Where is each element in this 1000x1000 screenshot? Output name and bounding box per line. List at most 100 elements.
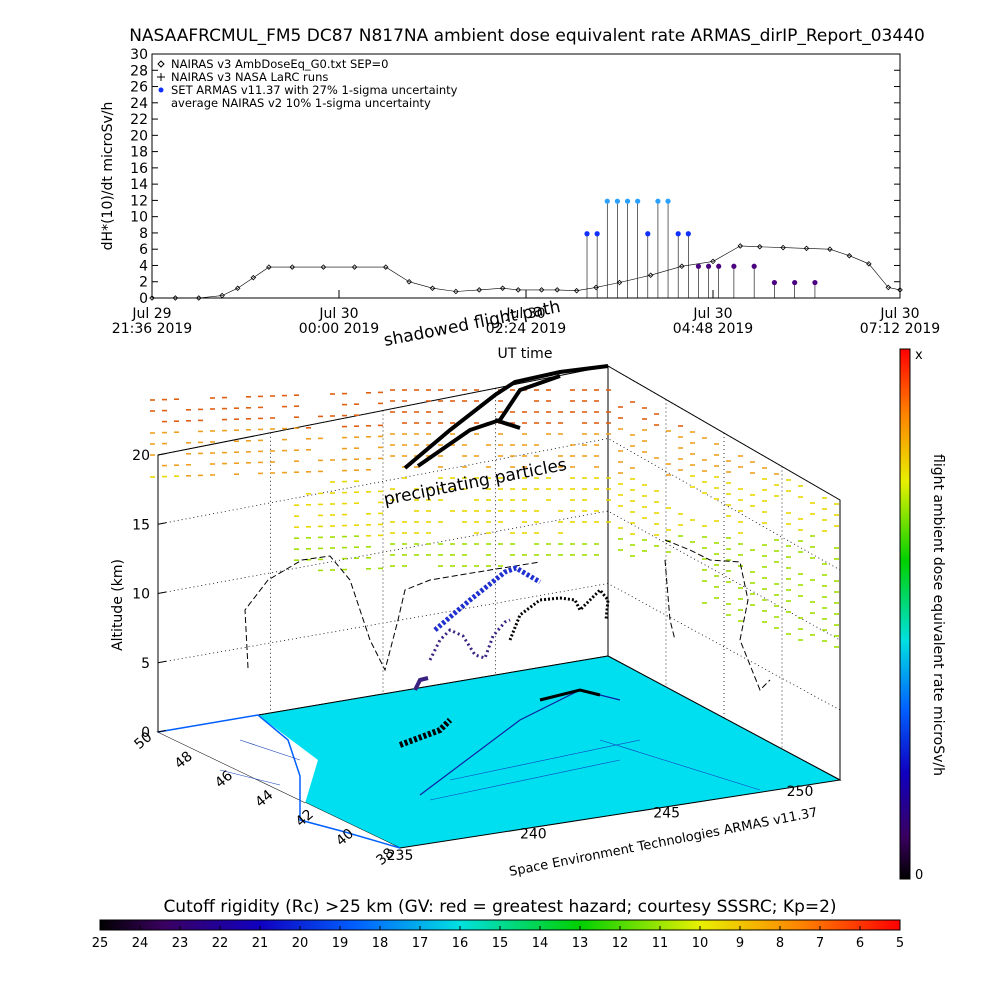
lon-tick-label: 240	[520, 827, 547, 843]
cutoff-tick-label: 9	[736, 936, 744, 951]
floor-map	[156, 655, 842, 849]
cutoff-tick-label: 24	[132, 936, 149, 951]
nairas-point	[453, 288, 459, 295]
z-gridline	[157, 510, 841, 641]
ts-y-tick-label: 30	[130, 47, 148, 63]
cutoff-tick-label: 18	[372, 936, 389, 951]
nairas-point	[406, 278, 412, 285]
legend-diamond-icon	[157, 60, 165, 68]
ts-y-tick-label: 12	[130, 193, 148, 209]
armas-point	[665, 198, 671, 204]
nairas-point	[320, 264, 327, 270]
armas-point	[604, 198, 610, 204]
legend-entry-2: NAIRAS v3 NASA LaRC runs	[171, 70, 328, 84]
ts-x-tick-line2: 07:12 2019	[860, 321, 940, 337]
ts-x-tick-line2: 02:24 2019	[486, 321, 566, 337]
nairas-point	[616, 279, 623, 286]
nairas-point	[647, 272, 654, 278]
armas-point	[645, 231, 651, 237]
nairas-point	[351, 264, 358, 270]
legend-plus-icon	[157, 73, 165, 81]
z-axis-label: Altitude (km)	[110, 559, 126, 651]
ts-y-tick-label: 4	[139, 258, 148, 274]
nairas-point	[780, 244, 786, 251]
ts-y-tick-label: 22	[130, 112, 148, 128]
ts-x-tick-line1: Jul 30	[692, 306, 732, 322]
z-tick-label: 0	[141, 725, 150, 741]
lon-tick-label: 245	[653, 805, 680, 821]
z-tick-mark	[157, 591, 167, 594]
armas-point	[624, 198, 631, 204]
nairas-point	[827, 246, 833, 252]
lon-tick-label: 235	[387, 848, 414, 864]
nairas-point	[149, 295, 155, 301]
lat-tick-label: 50	[131, 729, 155, 753]
nairas-point	[172, 295, 179, 301]
nairas-point	[289, 264, 296, 270]
ts-y-tick-label: 28	[130, 63, 148, 79]
armas-flight-path	[398, 565, 610, 748]
armas-point	[655, 198, 661, 204]
z-gridline	[157, 438, 841, 571]
nairas-point	[476, 287, 483, 293]
armas-point	[695, 263, 702, 269]
nairas-point	[710, 258, 716, 265]
z-tick-label: 5	[141, 656, 150, 672]
dose-colorbar	[899, 348, 911, 880]
z-tick-label: 10	[132, 587, 150, 603]
armas-point	[594, 231, 600, 237]
ts-y-tick-label: 6	[139, 242, 148, 258]
armas-point	[792, 279, 798, 286]
ts-y-tick-label: 18	[130, 145, 148, 161]
nairas-point	[756, 243, 763, 250]
z-gridline	[157, 365, 841, 501]
armas-point	[705, 263, 712, 269]
legend-dot-icon	[158, 87, 164, 93]
nairas-point	[429, 285, 436, 292]
cutoff-tick-label: 19	[332, 936, 349, 951]
lat-tick-label: 44	[252, 787, 276, 811]
ts-y-tick-label: 24	[130, 96, 148, 112]
lat-tick-label: 46	[212, 768, 236, 792]
ts-x-tick-line1: Jul 29	[131, 306, 171, 322]
ts-y-tick-label: 10	[130, 210, 148, 226]
nairas-point	[266, 264, 272, 270]
nairas-point	[515, 287, 521, 293]
nairas-point	[897, 287, 903, 293]
nairas-point	[234, 285, 241, 292]
nairas-point	[554, 287, 560, 293]
ts-y-tick-label: 20	[130, 128, 148, 144]
ts-y-tick-label: 26	[130, 80, 148, 96]
ts-y-tick-label: 2	[139, 275, 148, 291]
cutoff-tick-label: 22	[212, 936, 229, 951]
nairas-point	[737, 243, 744, 249]
armas-point	[635, 198, 641, 204]
nairas-point	[382, 264, 389, 270]
nairas-point	[573, 287, 580, 294]
nairas-line	[152, 245, 901, 299]
ts-y-tick-label: 16	[130, 161, 148, 177]
nairas-point	[593, 284, 599, 291]
dose-colorbar-bottom: 0	[915, 868, 923, 883]
cutoff-colorbar-title: Cutoff rigidity (Rc) >25 km (GV: red = g…	[163, 897, 836, 917]
nairas-point	[219, 292, 225, 299]
dose-colorbar-top: x	[915, 348, 923, 363]
cutoff-tick-label: 17	[412, 936, 429, 951]
ts-x-axis-label: UT time	[498, 346, 553, 362]
ts-x-tick-line1: Jul 30	[318, 306, 358, 322]
cutoff-tick-label: 12	[612, 936, 629, 951]
ts-x-tick-line1: Jul 30	[879, 306, 919, 322]
armas-point	[771, 279, 778, 286]
cutoff-tick-label: 10	[692, 936, 709, 951]
ts-x-tick-line2: 04:48 2019	[673, 321, 753, 337]
lon-tick-label: 250	[787, 784, 814, 800]
ts-x-tick-line2: 00:00 2019	[299, 321, 379, 337]
z-gridline	[157, 583, 841, 711]
nairas-point	[885, 284, 892, 291]
lat-tick-label: 48	[172, 748, 196, 772]
cutoff-tick-label: 23	[172, 936, 189, 951]
armas-point	[614, 198, 621, 204]
